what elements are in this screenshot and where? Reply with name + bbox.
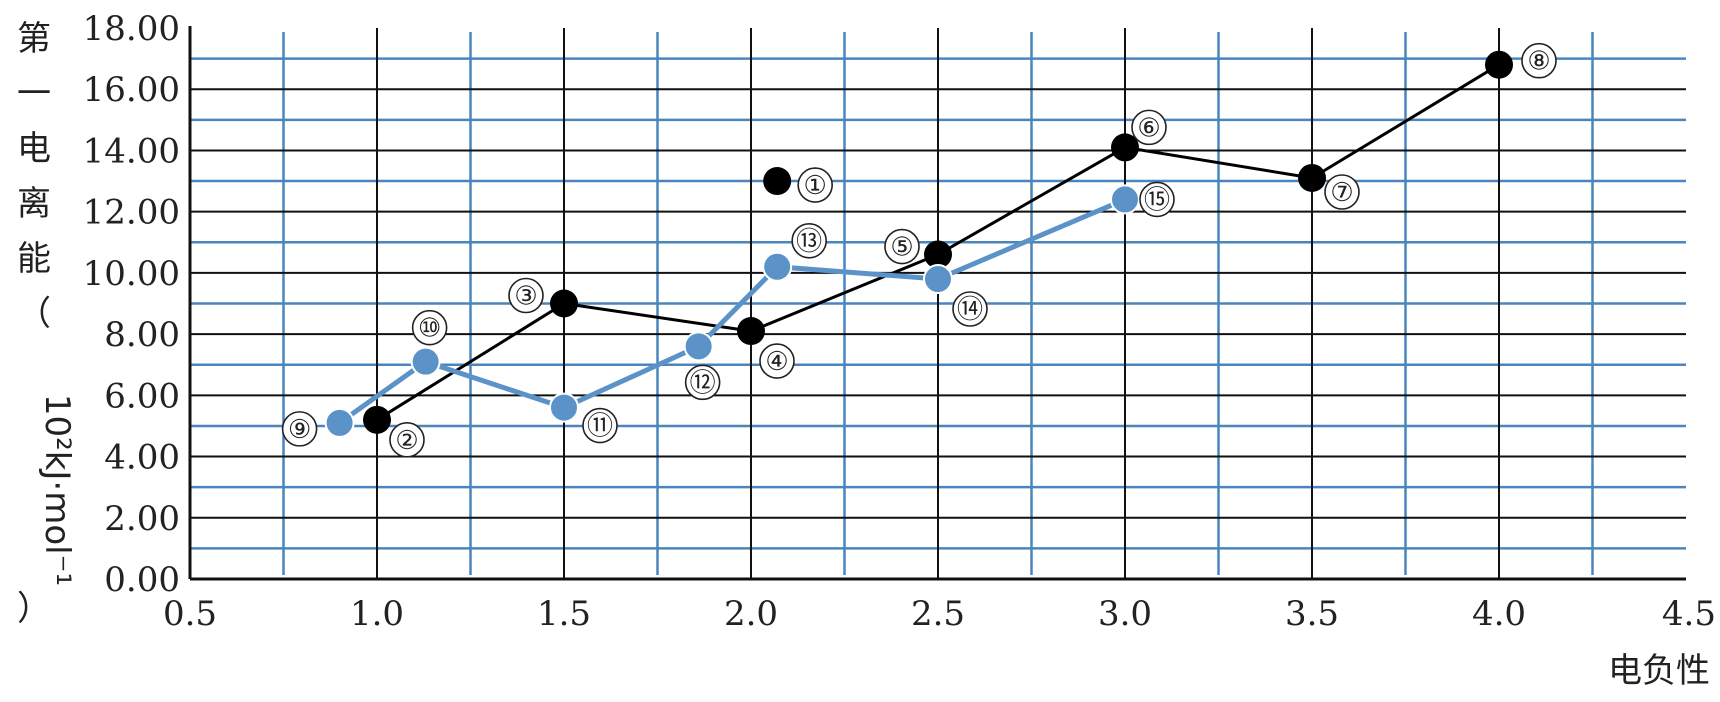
x-tick-label: 4.0: [1472, 594, 1526, 634]
point-label-text: ①: [804, 171, 827, 201]
y-axis-title-char: 电: [17, 129, 51, 169]
data-point-blue: [923, 264, 953, 295]
data-point-black: [363, 405, 391, 434]
point-labels: ① ② ③ ④ ⑤ ⑥ ⑦ ⑧ ⑨ ⑩ ⑪ ⑫ ⑬ ⑭ ⑮: [281, 42, 1557, 458]
point-label-text: ②: [395, 426, 418, 456]
point-label: ⑧: [1521, 42, 1557, 79]
axes: [188, 26, 1686, 581]
data-point-blue: [762, 251, 793, 282]
point-label-text: ⑤: [890, 233, 913, 263]
point-label: ⑥: [1131, 109, 1167, 146]
y-tick-labels: 0.00 2.00 4.00 6.00 8.00 10.00 12.00 14.00 16.00…: [83, 9, 180, 600]
point-label-ring: [508, 277, 544, 314]
data-point-black: [737, 317, 765, 346]
point-label-ring: [582, 407, 618, 444]
data-point-blue: [324, 407, 355, 438]
x-tick-label: 4.5: [1662, 594, 1716, 634]
data-point-black: [1485, 50, 1513, 79]
x-tick-label: 2.0: [724, 594, 778, 634]
point-label-ring: [797, 167, 833, 203]
point-label-text: ⑬: [796, 227, 822, 257]
y-axis-title-char: 一: [17, 74, 51, 114]
point-label-ring: [884, 228, 920, 265]
series-layer: [324, 50, 1513, 438]
point-label-ring: [389, 422, 425, 458]
x-tick-label: 0.5: [163, 594, 217, 634]
y-tick-label: 18.00: [83, 9, 180, 49]
point-label-text: ⑮: [1144, 185, 1170, 215]
point-label-text: ⑥: [1137, 113, 1160, 143]
point-label: ⑬: [791, 222, 827, 259]
point-label-text: ⑨: [288, 415, 311, 445]
point-label-ring: [1324, 174, 1360, 210]
x-tick-label: 2.5: [911, 594, 965, 634]
point-label-text: ⑦: [1330, 178, 1353, 208]
data-point-black: [550, 289, 578, 318]
y-tick-label: 10.00: [83, 254, 180, 294]
point-label-text: ⑪: [587, 412, 613, 442]
x-tick-label: 3.0: [1098, 594, 1152, 634]
point-label-ring: [759, 343, 795, 379]
point-label-ring: [281, 411, 318, 447]
point-label: ⑪: [582, 407, 618, 444]
x-tick-labels: 0.5 1.0 1.5 2.0 2.5 3.0 3.5 4.0 4.5: [163, 594, 1716, 634]
point-label: ⑨: [281, 411, 318, 447]
point-label-text: ⑧: [1527, 47, 1550, 77]
y-tick-label: 14.00: [83, 131, 180, 171]
data-point-blue: [1110, 184, 1140, 215]
x-tick-label: 1.5: [537, 594, 591, 634]
point-label-text: ③: [514, 282, 537, 312]
data-point-blue: [683, 331, 714, 362]
point-label: ⑫: [684, 364, 721, 401]
point-label: ④: [759, 343, 795, 379]
x-tick-label: 3.5: [1285, 594, 1339, 634]
point-label-ring: [411, 309, 448, 346]
point-label: ⑤: [884, 228, 920, 265]
y-axis-title-char: 离: [17, 184, 51, 224]
point-label-ring: [1521, 42, 1557, 79]
data-point-black: [1111, 133, 1139, 162]
x-axis-title: 电负性: [1608, 651, 1710, 691]
point-label: ①: [797, 167, 833, 203]
point-label: ⑭: [952, 291, 988, 327]
y-tick-label: 4.00: [104, 438, 180, 478]
point-label-ring: [1131, 109, 1167, 146]
x-tick-label: 1.0: [350, 594, 404, 634]
point-label-text: ⑫: [690, 368, 716, 398]
data-point-black: [1298, 163, 1326, 192]
data-point-blue: [549, 392, 579, 423]
y-axis-title-segment: 10²kJ·mol⁻¹: [37, 394, 77, 586]
data-point-blue: [410, 346, 441, 377]
y-tick-label: 16.00: [83, 70, 180, 110]
y-axis-title-char: ）: [17, 589, 51, 629]
point-label-ring: [1139, 181, 1175, 218]
data-point-black: [763, 167, 792, 196]
point-label-text: ⑩: [418, 314, 441, 344]
series-line-blue: [338, 197, 1126, 425]
point-label-text: ⑭: [957, 295, 983, 325]
y-axis-title-char: 能: [17, 239, 51, 279]
point-label: ③: [508, 277, 544, 314]
point-label-ring: [952, 291, 988, 327]
point-label: ②: [389, 422, 425, 458]
y-tick-label: 2.00: [104, 499, 180, 539]
y-axis-title-char: 第: [17, 19, 51, 59]
y-tick-label: 0.00: [104, 560, 180, 600]
y-tick-label: 8.00: [104, 315, 180, 355]
point-label-text: ④: [765, 347, 788, 377]
point-label: ⑩: [411, 309, 448, 346]
point-label: ⑦: [1324, 174, 1360, 210]
point-label-ring: [791, 222, 827, 259]
data-point-black: [924, 240, 952, 269]
point-label-ring: [684, 364, 721, 401]
y-tick-label: 12.00: [83, 193, 180, 233]
y-axis-title-char: （: [17, 294, 51, 334]
point-label: ⑮: [1139, 181, 1175, 218]
y-tick-label: 6.00: [104, 376, 180, 416]
